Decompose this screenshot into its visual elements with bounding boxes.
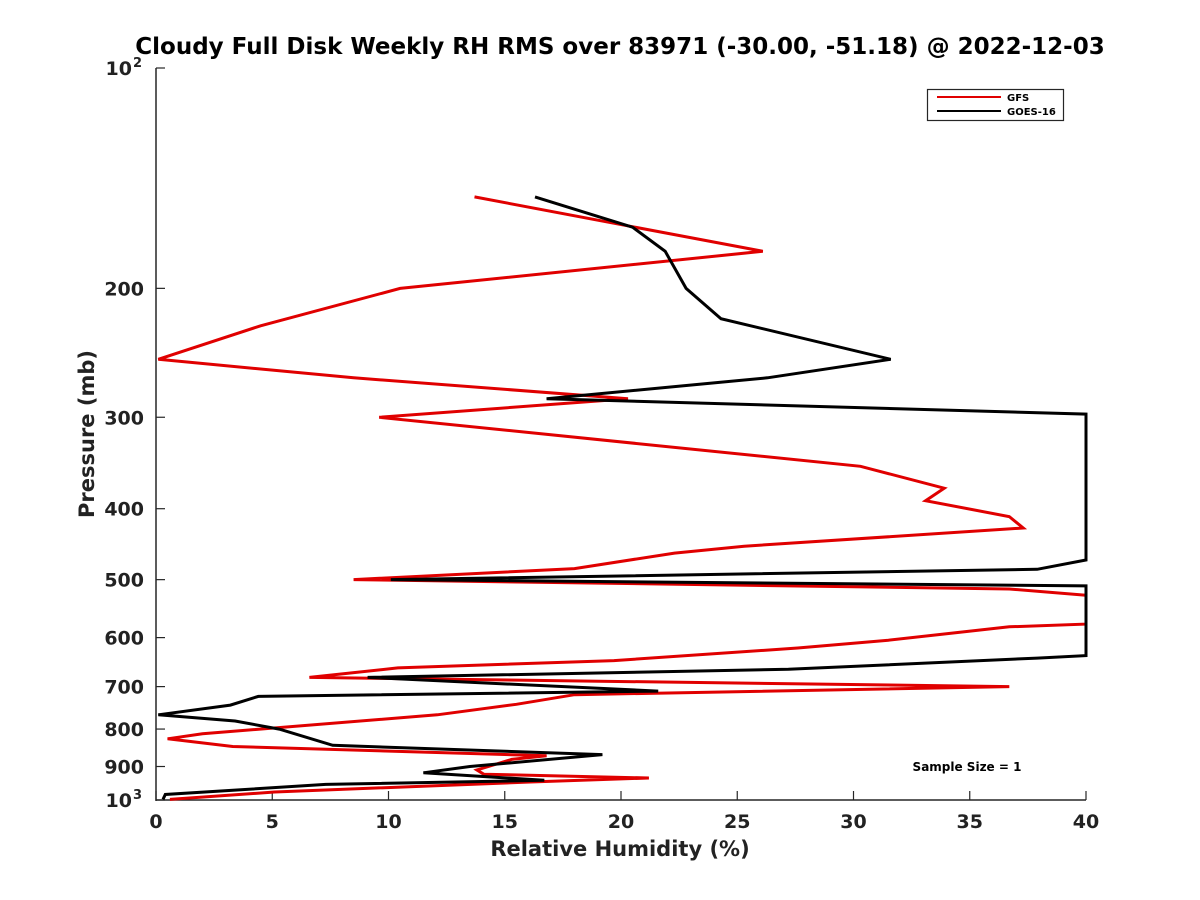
y-tick-label: 600 xyxy=(104,628,144,650)
sample-size-annotation: Sample Size = 1 xyxy=(913,760,1022,774)
legend-label-goes16: GOES-16 xyxy=(1007,107,1056,118)
y-tick-exponent: 2 xyxy=(133,56,142,71)
legend-label-gfs: GFS xyxy=(1007,93,1029,104)
x-tick-label: 25 xyxy=(724,811,750,833)
x-tick-label: 20 xyxy=(608,811,634,833)
x-tick-label: 5 xyxy=(266,811,279,833)
x-tick-label: 30 xyxy=(840,811,866,833)
y-tick-label: 10 xyxy=(106,790,132,812)
x-tick-label: 40 xyxy=(1073,811,1099,833)
y-tick-label: 900 xyxy=(104,757,144,779)
x-tick-label: 0 xyxy=(149,811,162,833)
x-axis-label: Relative Humidity (%) xyxy=(490,837,749,861)
y-tick-label: 700 xyxy=(104,677,144,699)
y-tick-exponent: 3 xyxy=(133,788,142,803)
y-tick-label: 200 xyxy=(104,278,144,300)
y-tick-label: 300 xyxy=(104,407,144,429)
x-tick-label: 10 xyxy=(375,811,401,833)
chart-title: Cloudy Full Disk Weekly RH RMS over 8397… xyxy=(135,34,1104,60)
y-tick-label: 400 xyxy=(104,499,144,521)
series-line-goes16 xyxy=(158,195,1088,801)
y-tick-label: 10 xyxy=(106,58,132,80)
x-ticks: 0 5 10 15 20 25 30 35 40 xyxy=(149,791,1099,833)
series-line-gfs xyxy=(157,195,1088,801)
series-group xyxy=(157,195,1088,801)
legend-box xyxy=(926,88,1065,122)
legend: GFS GOES-16 xyxy=(926,88,1065,122)
x-tick-label: 35 xyxy=(957,811,983,833)
y-axis-label: Pressure (mb) xyxy=(75,350,99,518)
x-tick-label: 15 xyxy=(492,811,518,833)
y-tick-label: 800 xyxy=(104,719,144,741)
y-tick-label: 500 xyxy=(104,570,144,592)
